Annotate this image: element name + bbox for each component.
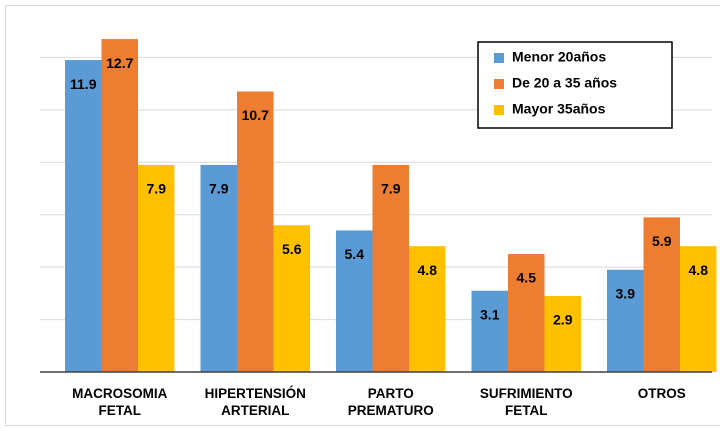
x-tick-label: SUFRIMIENTO FETAL — [479, 386, 573, 418]
value-label: 3.9 — [616, 285, 636, 301]
bar — [138, 164, 175, 372]
value-label: 3.1 — [480, 306, 500, 322]
legend-box — [477, 41, 673, 129]
chart-border — [5, 5, 720, 426]
legend-label: De 20 a 35 años — [512, 75, 617, 91]
x-tick-label: HIPERTENSIÓN ARTERIAL — [204, 386, 306, 418]
bar — [65, 60, 102, 373]
bar — [643, 217, 680, 372]
bar — [336, 230, 373, 372]
bar — [273, 225, 310, 372]
value-label: 2.9 — [553, 312, 573, 328]
value-label: 7.9 — [381, 181, 401, 197]
value-label: 7.9 — [209, 181, 229, 197]
legend-swatch — [494, 79, 504, 89]
value-label: 5.4 — [345, 246, 365, 262]
bar — [101, 39, 138, 372]
bar — [544, 295, 581, 372]
legend-swatch — [494, 105, 504, 115]
bar — [607, 269, 644, 372]
value-label: 4.5 — [517, 270, 537, 286]
value-label: 11.9 — [70, 76, 97, 92]
legend-label: Mayor 35años — [512, 101, 606, 117]
x-tick-label: OTROS — [637, 386, 686, 401]
value-label: 5.6 — [282, 241, 302, 257]
x-tick-label: PARTO PREMATURO — [347, 386, 434, 418]
x-tick-label: MACROSOMIA FETAL — [72, 386, 168, 418]
legend-label: Menor 20años — [512, 49, 606, 65]
bar — [508, 254, 545, 372]
value-label: 10.7 — [242, 107, 269, 123]
value-label: 7.9 — [147, 181, 167, 197]
legend-swatch — [494, 53, 504, 63]
value-label: 4.8 — [418, 262, 438, 278]
bar — [200, 164, 237, 372]
bar — [409, 246, 446, 372]
value-label: 5.9 — [652, 233, 672, 249]
value-label: 12.7 — [106, 55, 133, 71]
bar — [471, 290, 508, 372]
bar — [372, 164, 409, 372]
value-label: 4.8 — [689, 262, 709, 278]
bar — [680, 246, 717, 372]
bar — [237, 91, 274, 372]
